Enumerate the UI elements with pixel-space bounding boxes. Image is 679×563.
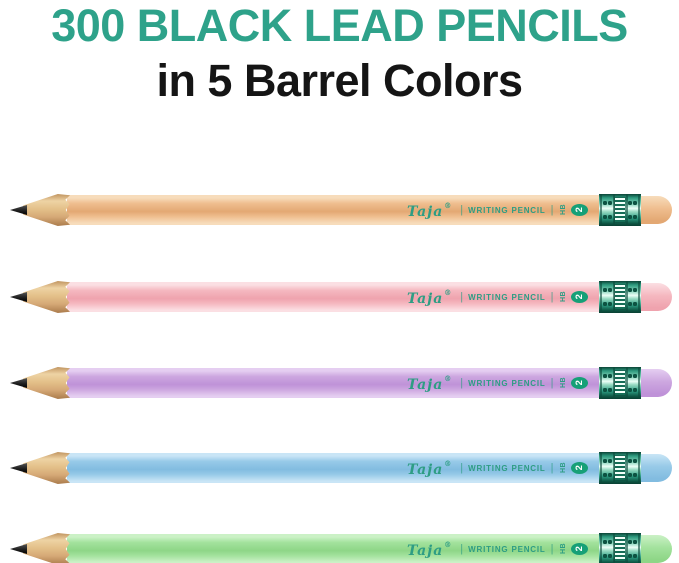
sharpened-wood <box>23 452 70 484</box>
eraser <box>639 454 672 482</box>
ferrule-stripes <box>615 371 625 395</box>
ferrule-stripes <box>615 537 625 561</box>
grade-badge: 2 <box>571 543 589 555</box>
sharpened-wood <box>23 533 70 563</box>
pencil-barrel: Taja® | WRITING PENCIL | HB 2 <box>67 534 601 563</box>
barrel-imprint: Taja® | WRITING PENCIL | HB 2 <box>407 282 589 312</box>
divider: | <box>550 377 554 389</box>
barrel-imprint: Taja® | WRITING PENCIL | HB 2 <box>407 453 589 483</box>
pencil-lavender: Taja® | WRITING PENCIL | HB 2 <box>10 367 672 399</box>
pencil-green: Taja® | WRITING PENCIL | HB 2 <box>10 533 672 563</box>
pencil-blue: Taja® | WRITING PENCIL | HB 2 <box>10 452 672 484</box>
product-name: WRITING PENCIL <box>468 544 546 554</box>
divider: | <box>550 462 554 474</box>
lead-tip <box>10 463 27 473</box>
registered-mark: ® <box>444 458 453 468</box>
divider: | <box>550 543 554 555</box>
pencil-barrel: Taja® | WRITING PENCIL | HB 2 <box>67 453 601 483</box>
barrel-imprint: Taja® | WRITING PENCIL | HB 2 <box>407 368 589 398</box>
headline: 300 BLACK LEAD PENCILS <box>51 0 628 51</box>
barrel-imprint: Taja® | WRITING PENCIL | HB 2 <box>407 195 589 225</box>
lead-tip <box>10 378 27 388</box>
divider: | <box>460 462 464 474</box>
ferrule <box>599 367 641 399</box>
sharpened-wood <box>23 194 70 226</box>
eraser <box>639 283 672 311</box>
divider: | <box>460 291 464 303</box>
pencil-pink: Taja® | WRITING PENCIL | HB 2 <box>10 281 672 313</box>
divider: | <box>460 543 464 555</box>
product-name: WRITING PENCIL <box>468 463 546 473</box>
pencil-barrel: Taja® | WRITING PENCIL | HB 2 <box>67 195 601 225</box>
eraser <box>639 535 672 563</box>
brand-logo: Taja® <box>407 200 453 220</box>
sharpened-wood <box>23 367 70 399</box>
lead-tip <box>10 292 27 302</box>
ferrule <box>599 281 641 313</box>
brand-logo: Taja® <box>407 287 453 307</box>
ferrule <box>599 452 641 484</box>
brand-logo: Taja® <box>407 458 453 478</box>
sharpened-wood <box>23 281 70 313</box>
product-name: WRITING PENCIL <box>468 205 546 215</box>
ferrule <box>599 194 641 226</box>
lead-tip <box>10 205 27 215</box>
eraser <box>639 369 672 397</box>
ferrule-stripes <box>615 198 625 222</box>
registered-mark: ® <box>444 373 453 383</box>
registered-mark: ® <box>444 287 453 297</box>
ferrule-stripes <box>615 456 625 480</box>
brand-logo: Taja® <box>407 539 453 559</box>
registered-mark: ® <box>444 200 453 210</box>
divider: | <box>460 204 464 216</box>
divider: | <box>460 377 464 389</box>
divider: | <box>550 291 554 303</box>
pencil-barrel: Taja® | WRITING PENCIL | HB 2 <box>67 368 601 398</box>
grade-label: HB <box>560 376 568 388</box>
grade-label: HB <box>560 461 568 473</box>
brand-logo: Taja® <box>407 373 453 393</box>
barrel-imprint: Taja® | WRITING PENCIL | HB 2 <box>407 534 589 563</box>
grade-badge: 2 <box>571 204 589 216</box>
product-name: WRITING PENCIL <box>468 292 546 302</box>
ferrule-stripes <box>615 285 625 309</box>
grade-badge: 2 <box>571 462 589 474</box>
grade-label: HB <box>560 203 568 215</box>
divider: | <box>550 204 554 216</box>
pencil-peach: Taja® | WRITING PENCIL | HB 2 <box>10 194 672 226</box>
ferrule <box>599 533 641 563</box>
grade-label: HB <box>560 542 568 554</box>
grade-label: HB <box>560 290 568 302</box>
grade-badge: 2 <box>571 377 589 389</box>
pencil-barrel: Taja® | WRITING PENCIL | HB 2 <box>67 282 601 312</box>
registered-mark: ® <box>444 539 453 549</box>
subheadline: in 5 Barrel Colors <box>156 55 523 106</box>
lead-tip <box>10 544 27 554</box>
eraser <box>639 196 672 224</box>
product-name: WRITING PENCIL <box>468 378 546 388</box>
grade-badge: 2 <box>571 291 589 303</box>
